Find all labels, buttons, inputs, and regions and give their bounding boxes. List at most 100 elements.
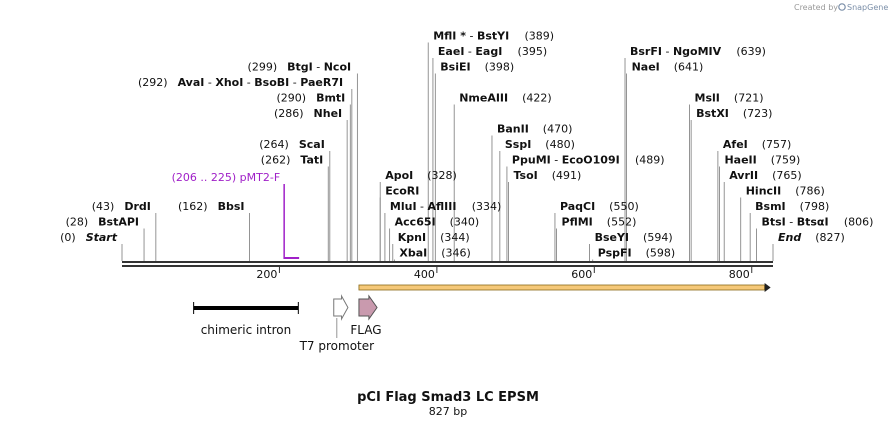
site-avrii[interactable]: (765) AvrII [729, 169, 802, 182]
site-enzyme-names: ScaI [299, 138, 325, 151]
site-bmti[interactable]: (290) BmtI [276, 92, 345, 105]
site-bbsi[interactable]: (162) BbsI [178, 200, 245, 213]
feature-label: chimeric intron [201, 323, 292, 337]
site-nhei[interactable]: (286) NheI [274, 107, 342, 120]
site-position: (264) [259, 138, 289, 151]
site-enzyme-names: End [778, 231, 801, 244]
site-start[interactable]: (0) Start [60, 231, 118, 244]
site-tsoi[interactable]: (491) TsoI [514, 169, 582, 182]
feature-bar [193, 306, 299, 310]
site-bseyi[interactable]: (594) BseYI [595, 231, 673, 244]
site-eaei[interactable]: (395) EaeI - EagI [438, 45, 547, 58]
site-sspi[interactable]: (480) SspI [505, 138, 575, 151]
site-enzyme-names: Start [86, 231, 118, 244]
site-position: (491) [552, 169, 582, 182]
site-position: (639) [736, 45, 766, 58]
site-position: (806) [844, 216, 874, 229]
site-avai[interactable]: (292) AvaI - XhoI - BsoBI - PaeR7I [138, 76, 343, 89]
site-enzyme-names: NaeI [632, 61, 660, 74]
site-mlui[interactable]: (334) MluI - AflIII [390, 200, 501, 213]
site-bsiei[interactable]: (398) BsiEI [440, 61, 514, 74]
feature-t7-promoter[interactable]: T7 promoter [299, 294, 375, 353]
site-enzyme-names: BtsI - BtsαI [761, 216, 828, 229]
site-nmeaiii[interactable]: (422) NmeAIII [459, 92, 552, 105]
tick-label: 200 [256, 268, 277, 281]
map-length: 827 bp [429, 405, 467, 418]
site-msli[interactable]: (721) MslI [695, 92, 764, 105]
site-bstxi[interactable]: (723) BstXI [696, 107, 772, 120]
site-position: (786) [795, 185, 825, 198]
site-position: (162) [178, 200, 208, 213]
site-btsi[interactable]: (806) BtsI - BtsαI [761, 216, 873, 229]
site-ecori[interactable]: EcoRI [385, 185, 419, 198]
orf-body [358, 284, 766, 291]
feature-flag[interactable]: FLAG [350, 294, 382, 337]
ruler-ticks: 200 400 600 800 [256, 267, 753, 281]
site-apoi[interactable]: (328) ApoI [385, 169, 457, 182]
site-tati[interactable]: (262) TatI [261, 154, 323, 167]
site-position: (641) [674, 61, 704, 74]
restriction-site-labels: (0) Start (28) BstAPI (43) DrdI (162) BbsI (262)… [60, 30, 873, 260]
site-enzyme-names: TsoI [514, 169, 538, 182]
site-ppumi[interactable]: (489) PpuMI - EcoO109I [512, 154, 665, 167]
site-scai[interactable]: (264) ScaI [259, 138, 325, 151]
site-btgi[interactable]: (299) BtgI - NcoI [248, 61, 352, 74]
site-enzyme-names: PaqCI [560, 200, 595, 213]
tick-label: 800 [729, 268, 750, 281]
site-enzyme-names: EcoRI [385, 185, 419, 198]
site-drdi[interactable]: (43) DrdI [92, 200, 151, 213]
site-paqci[interactable]: (550) PaqCI [560, 200, 639, 213]
site-position: (299) [248, 61, 278, 74]
site-position: (346) [441, 247, 471, 260]
site-banii[interactable]: (470) BanII [497, 123, 572, 136]
site-position: (43) [92, 200, 115, 213]
site-acc65i[interactable]: (340) Acc65I [395, 216, 480, 229]
site-xbai[interactable]: (346) XbaI [399, 247, 470, 260]
site-enzyme-names: BsrFI - NgoMIV [630, 45, 722, 58]
site-pspfi[interactable]: (598) PspFI [598, 247, 676, 260]
site-enzyme-names: BbsI [218, 200, 245, 213]
site-mfli[interactable]: (389) MflI * - BstYI [433, 30, 554, 43]
feature-chimeric-intron[interactable]: chimeric intron [193, 302, 299, 337]
site-enzyme-names: ApoI [385, 169, 413, 182]
site-naei[interactable]: (641) NaeI [632, 61, 704, 74]
site-haeii[interactable]: (759) HaeII [724, 154, 800, 167]
site-enzyme-names: MflI * - BstYI [433, 30, 509, 43]
site-pflmi[interactable]: (552) PflMI [562, 216, 637, 229]
site-enzyme-names: HaeII [724, 154, 756, 167]
site-position: (470) [543, 123, 573, 136]
site-bstapi[interactable]: (28) BstAPI [66, 216, 139, 229]
site-enzyme-names: BtgI - NcoI [287, 61, 351, 74]
primer-pmt2-f[interactable]: (206 .. 225) pMT2-F [172, 171, 300, 259]
site-position: (28) [66, 216, 89, 229]
site-enzyme-names: TatI [300, 154, 323, 167]
site-bsmi[interactable]: (798) BsmI [755, 200, 829, 213]
credit-brand: SnapGene [847, 3, 888, 12]
snapgene-logo-icon [838, 3, 846, 11]
site-hincii[interactable]: (786) HincII [746, 185, 825, 198]
site-enzyme-names: DrdI [124, 200, 151, 213]
site-position: (422) [522, 92, 552, 105]
site-bsrfi[interactable]: (639) BsrFI - NgoMIV [630, 45, 766, 58]
site-position: (334) [472, 200, 502, 213]
primer-label: (206 .. 225) pMT2-F [172, 171, 281, 184]
site-enzyme-names: HincII [746, 185, 782, 198]
map-title: pCI Flag Smad3 LC EPSM [357, 390, 539, 405]
site-kpni[interactable]: (344) KpnI [398, 231, 470, 244]
site-position: (594) [643, 231, 673, 244]
site-end[interactable]: (827) End [778, 231, 845, 244]
site-enzyme-names: PpuMI - EcoO109I [512, 154, 620, 167]
site-afei[interactable]: (757) AfeI [723, 138, 791, 151]
site-enzyme-names: BstXI [696, 107, 729, 120]
site-position: (552) [607, 216, 637, 229]
site-position: (765) [772, 169, 802, 182]
site-position: (389) [524, 30, 554, 43]
orf-arrow[interactable] [358, 283, 771, 292]
site-enzyme-names: BanII [497, 123, 529, 136]
site-position: (344) [440, 231, 470, 244]
site-position: (480) [545, 138, 575, 151]
feature-label: T7 promoter [299, 339, 375, 353]
site-position: (598) [646, 247, 676, 260]
